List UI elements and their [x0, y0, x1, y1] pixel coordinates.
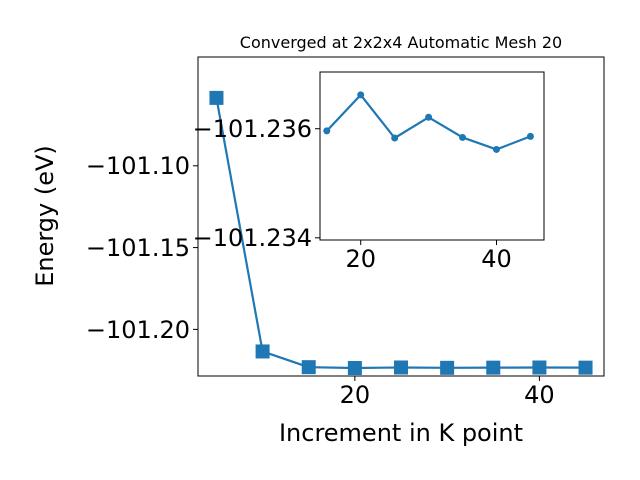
main-data-point: [347, 360, 362, 375]
main-y-tick-label: −101.20: [86, 316, 190, 344]
main-data-point: [532, 360, 547, 375]
y-axis-label: Energy (eV): [31, 145, 59, 287]
main-plot-frame: [197, 56, 605, 377]
main-x-tick-label: 20: [340, 381, 371, 409]
inset-data-point: [391, 134, 399, 142]
inset-x-tick-label: 20: [345, 245, 376, 273]
main-axes: 20 40 −101.10 −101.15 −101.20 Converged at 2…: [31, 33, 605, 447]
main-y-tick-label: −101.10: [86, 152, 190, 180]
main-data-point: [578, 360, 593, 375]
inset-y-tick-label: −101.234: [193, 224, 312, 252]
inset-data-point: [459, 133, 467, 141]
main-data-point: [255, 344, 270, 359]
chart-title: Converged at 2x2x4 Automatic Mesh 20: [240, 33, 562, 52]
inset-plot-frame: [319, 71, 545, 241]
inset-background: [320, 72, 544, 240]
main-data-point: [301, 360, 316, 375]
inset-y-tick-label: −101.236: [193, 115, 312, 143]
main-data-point: [440, 360, 455, 375]
inset-x-tick-label: 40: [481, 245, 512, 273]
main-data-point: [486, 360, 501, 375]
inset-axes: 20 40 −101.236 −101.234: [193, 71, 545, 273]
inset-data-point: [357, 91, 365, 99]
inset-data-point: [425, 113, 433, 121]
inset-data-point: [323, 127, 331, 135]
main-y-tick-label: −101.15: [86, 234, 190, 262]
x-axis-label: Increment in K point: [279, 419, 523, 447]
inset-data-point: [526, 132, 534, 140]
main-x-tick-label: 40: [524, 381, 555, 409]
main-data-point: [394, 360, 408, 375]
inset-data-point: [492, 145, 500, 153]
main-data-point: [209, 90, 224, 105]
